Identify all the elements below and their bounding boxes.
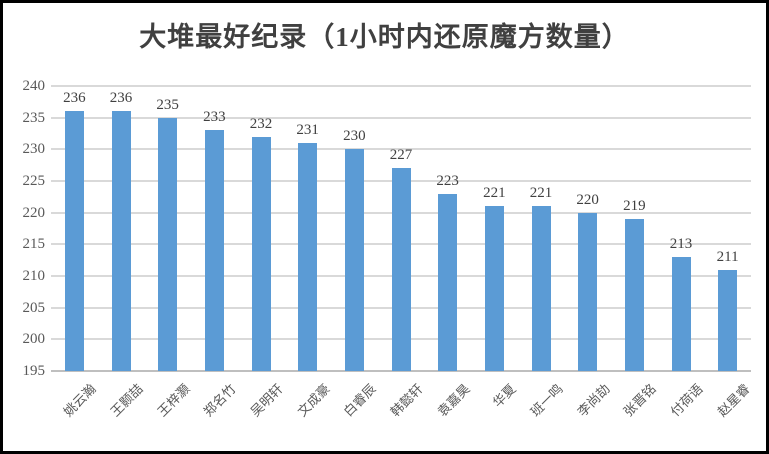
y-tick-label: 200 — [22, 331, 46, 348]
y-axis-labels: 240 235 230 225 220 215 210 205 200 195 — [3, 78, 46, 379]
bar-value-label: 230 — [343, 128, 366, 145]
bar — [671, 257, 691, 371]
y-tick-label: 195 — [22, 363, 46, 379]
chart-title: 大堆最好纪录（1小时内还原魔方数量） — [139, 22, 630, 52]
category-label: 李尚劼 — [574, 381, 613, 420]
bar-value-label: 227 — [389, 147, 413, 164]
category-label: 袁嘉昊 — [434, 381, 473, 420]
category-label: 韩懿轩 — [387, 381, 426, 420]
bar-value-label: 221 — [483, 185, 506, 202]
category-label: 王梓灏 — [154, 381, 193, 420]
bar-value-label: 231 — [296, 122, 319, 138]
bar-value-label: 232 — [249, 115, 273, 132]
bar-value-label: 233 — [203, 109, 226, 126]
bar-value-label: 221 — [529, 185, 553, 202]
gridline — [51, 116, 751, 119]
bar — [64, 111, 84, 371]
bar-value-label: 220 — [576, 191, 599, 208]
y-tick-label: 220 — [22, 204, 46, 221]
plot-area: 236 236 235 233 232 231 230 227 223 221 221 220 219 2… — [51, 85, 751, 372]
bar — [484, 206, 504, 371]
y-tick-label: 205 — [22, 299, 46, 316]
y-tick-label: 225 — [22, 173, 46, 189]
bar — [578, 212, 598, 371]
gridline — [51, 370, 751, 372]
y-tick-label: 240 — [22, 78, 46, 94]
bar — [204, 130, 224, 371]
category-label: 姚云瀚 — [60, 381, 100, 420]
gridline — [51, 148, 751, 151]
bar-value-label: 236 — [109, 90, 133, 107]
gridline — [51, 85, 751, 87]
bar — [438, 193, 458, 371]
bar-value-label: 223 — [436, 172, 459, 189]
bar — [111, 111, 131, 371]
category-label: 王颢喆 — [107, 381, 146, 420]
bar — [158, 117, 178, 371]
bar-value-label: 211 — [716, 248, 739, 265]
category-label: 文成豪 — [294, 381, 333, 420]
bar — [251, 136, 271, 371]
category-label: 吴明轩 — [247, 381, 286, 420]
category-label: 郑名竹 — [200, 381, 240, 420]
bar-value-label: 219 — [623, 198, 646, 214]
y-tick-label: 230 — [22, 141, 46, 158]
bar-value-label: 236 — [63, 90, 86, 107]
category-label: 班一鸣 — [527, 381, 566, 420]
category-label: 赵星睿 — [714, 381, 753, 420]
category-label: 张晋铭 — [620, 381, 660, 420]
bar — [391, 168, 411, 371]
bar — [344, 149, 364, 371]
category-label: 华夏 — [490, 381, 520, 411]
y-tick-label: 235 — [22, 109, 46, 126]
bar — [531, 206, 551, 371]
category-label: 白睿辰 — [340, 381, 380, 420]
bar — [718, 269, 738, 371]
y-tick-label: 210 — [22, 268, 46, 284]
bar-value-label: 235 — [156, 96, 179, 113]
category-label: 付荷语 — [667, 381, 706, 420]
x-axis-labels: 姚云瀚 王颢喆 王梓灏 郑名竹 吴明轩 文成豪 白睿辰 韩懿轩 袁嘉昊 华夏 班一鸣 李尚劼 张晋铭 付荷… — [51, 371, 753, 451]
bar — [624, 219, 644, 371]
y-tick-label: 215 — [22, 236, 46, 253]
bar — [298, 143, 318, 371]
bar-value-label: 213 — [669, 236, 693, 252]
